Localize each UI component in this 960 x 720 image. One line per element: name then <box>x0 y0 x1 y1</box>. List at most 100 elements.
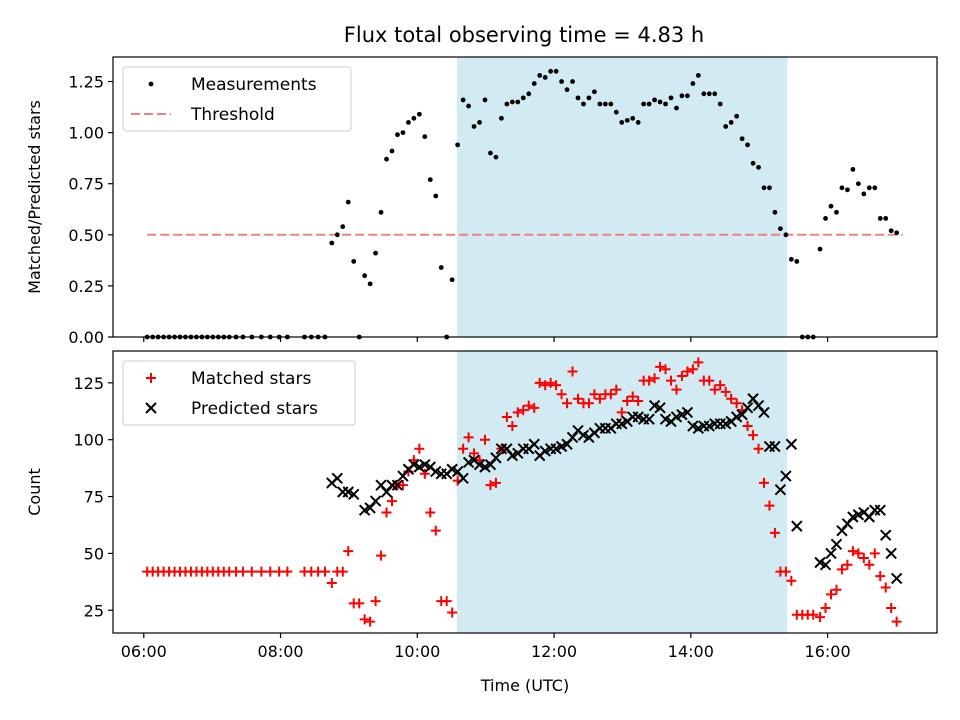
x-tick-label: 12:00 <box>531 642 577 661</box>
measurement-point <box>400 130 406 136</box>
matched-star-point <box>319 566 330 577</box>
matched-star-point <box>589 389 600 400</box>
matched-star-point <box>687 364 698 375</box>
measurement-point <box>553 68 559 74</box>
measurement-point <box>646 101 652 107</box>
matched-star-point <box>875 571 886 582</box>
matched-star-point <box>853 548 864 559</box>
measurement-point <box>367 281 373 287</box>
matched-star-point <box>441 596 452 607</box>
measurement-point <box>362 273 368 279</box>
measurement-point <box>877 216 883 221</box>
measurement-point <box>384 156 389 162</box>
matched-star-point <box>507 421 518 432</box>
matched-star-point <box>376 550 387 561</box>
matched-star-point <box>529 402 540 413</box>
matched-star-point <box>237 566 248 577</box>
matched-star-point <box>562 398 573 409</box>
predicted-star-point <box>874 504 886 516</box>
matched-star-point <box>660 364 671 375</box>
measurement-point <box>373 250 378 256</box>
measurement-point <box>750 160 756 166</box>
predicted-star-point <box>819 559 832 571</box>
top-panel: 0.00 0.25 0.50 0.75 1.00 1.25 Matched/Predicte… <box>25 56 938 347</box>
measurement-point <box>509 99 515 105</box>
measurement-point <box>575 95 581 101</box>
measurement-point <box>657 99 663 105</box>
matched-star-point <box>265 566 276 577</box>
matched-star-point <box>354 598 365 609</box>
measurement-point <box>460 97 466 103</box>
matched-star-point <box>731 398 742 409</box>
predicted-star-point <box>880 529 892 541</box>
matched-star-point <box>880 582 891 593</box>
measurement-point <box>734 113 740 119</box>
legend-label: Threshold <box>190 105 275 125</box>
matched-star-point <box>567 366 578 377</box>
measurement-point <box>888 228 894 234</box>
legend-label: Matched stars <box>191 369 311 389</box>
matched-star-point <box>583 398 594 409</box>
measurement-point <box>471 124 477 129</box>
predicted-star-point <box>391 479 404 491</box>
measurement-point <box>690 81 696 86</box>
measurement-point <box>395 132 400 138</box>
measurement-point <box>717 101 723 107</box>
y-tick-label: 0.00 <box>68 328 104 347</box>
measurement-point <box>674 105 679 111</box>
x-axis-label: Time (UTC) <box>480 676 569 695</box>
predicted-star-point <box>890 572 903 585</box>
matched-star-point <box>523 400 534 411</box>
matched-star-point <box>430 525 441 536</box>
matched-star-point <box>831 584 842 595</box>
measurement-point <box>564 87 570 93</box>
x-tick-label: 14:00 <box>668 642 714 661</box>
predicted-stars-series <box>326 393 903 585</box>
measurement-point <box>586 95 592 101</box>
predicted-star-point <box>347 488 360 500</box>
matched-star-point <box>370 596 381 607</box>
matched-star-point <box>326 577 337 588</box>
measurement-point <box>329 240 335 246</box>
measurement-point <box>592 89 597 95</box>
matched-star-point <box>611 384 622 395</box>
measurement-point <box>728 120 734 125</box>
matched-star-point <box>864 559 875 570</box>
measurement-point <box>783 232 789 238</box>
measurement-point <box>823 216 828 221</box>
measurement-point <box>756 164 761 170</box>
measurement-point <box>449 277 455 283</box>
matched-star-point <box>501 411 512 422</box>
measurement-point <box>701 91 707 97</box>
measurement-point <box>619 120 625 125</box>
measurement-point <box>340 224 346 230</box>
measurement-point <box>828 203 834 209</box>
matched-star-point <box>676 371 687 382</box>
matched-star-point <box>704 375 715 386</box>
matched-star-point <box>764 500 775 511</box>
measurement-point <box>817 246 823 252</box>
matched-star-point <box>485 480 496 491</box>
legend: Matched stars Predicted stars <box>122 360 356 426</box>
predicted-star-point <box>758 406 770 419</box>
x-tick-label: 10:00 <box>394 642 440 661</box>
y-tick-label: 50 <box>84 544 104 563</box>
matched-star-point <box>836 564 847 575</box>
measurement-point <box>433 193 439 199</box>
measurement-point <box>872 185 878 191</box>
matched-star-point <box>246 566 257 577</box>
measurement-point <box>537 72 543 78</box>
y-tick-label: 125 <box>73 374 104 393</box>
matched-star-point <box>425 507 436 518</box>
observing-window-span <box>456 57 788 337</box>
matched-star-point <box>815 612 826 623</box>
legend-marker-measurements <box>148 81 154 87</box>
measurement-point <box>894 230 900 236</box>
measurements-series <box>144 68 900 340</box>
measurement-point <box>482 97 488 103</box>
measurement-point <box>520 95 526 101</box>
measurement-point <box>427 177 433 183</box>
matched-star-point <box>671 384 682 395</box>
matched-star-point <box>826 589 837 600</box>
matched-star-point <box>458 443 469 454</box>
